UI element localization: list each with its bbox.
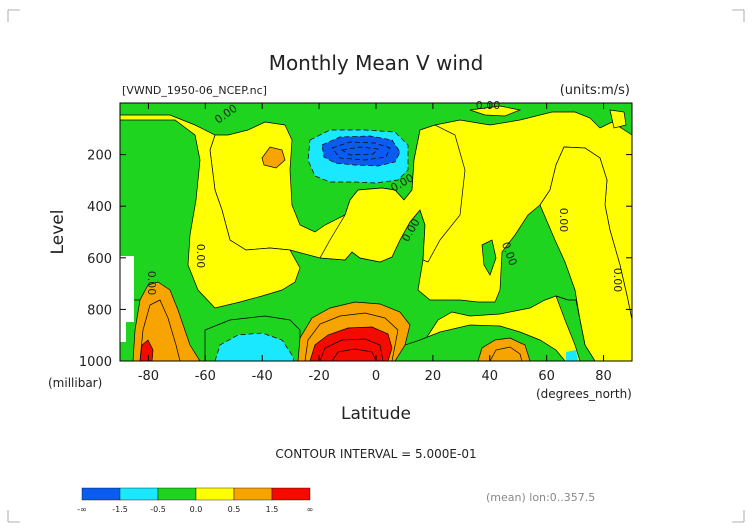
x-tick-label: 80 [595,369,612,384]
y-axis: 200 400 600 800 1000 [79,149,632,370]
contour-label: 0.00 [611,268,624,293]
colorbar-tick-label: ∞ [307,505,314,514]
colorbar-tick-label: 1.5 [266,505,279,514]
x-tick-label: 0 [372,369,380,384]
negative-inner-contours [331,141,391,161]
contour-label: 0.00 [476,99,501,112]
contour-label: 0.00 [145,271,158,296]
x-axis-unit: (degrees_north) [536,387,632,401]
colorbar-swatch [119,487,159,501]
x-tick-label: -80 [138,369,159,384]
colorbar: -∞ -1.5 -0.5 0.0 0.5 1.5 ∞ [77,487,314,514]
x-tick-label: 40 [482,369,499,384]
crop-marks [7,9,745,523]
negative-weak-east [555,295,596,361]
positive-weak-north [261,146,286,169]
colorbar-tick-label: -1.5 [112,505,128,514]
x-axis-label: Latitude [341,404,411,424]
y-tick-label: 200 [87,149,112,164]
contour-field [120,103,632,361]
zero-pocket-northeast [609,109,627,129]
positive-weak-east [477,337,531,361]
colorbar-swatch [233,487,273,501]
missing-data-mask-lower [118,322,126,342]
positive-inner-contours [139,299,523,361]
colorbar-swatch [195,487,235,501]
zero-pocket-north [469,105,522,117]
colorbar-tick-label: -0.5 [150,505,166,514]
contour-interval-note: CONTOUR INTERVAL = 5.000E-01 [275,447,476,461]
y-tick-label: 400 [87,200,112,215]
positive-core-contours [319,338,384,361]
y-axis-label: Level [48,210,68,255]
negative-strong-core [321,135,401,167]
colorbar-tick-label: 0.0 [190,505,203,514]
y-tick-label: 1000 [79,355,112,370]
y-tick-label: 600 [87,252,112,267]
contour-label: 0.00 [557,208,570,233]
contour-label: 0.00 [194,244,207,269]
units-label: (units:m/s) [560,83,630,98]
negative-medium-speck [566,350,578,361]
x-tick-label: 20 [425,369,442,384]
x-tick-label: -20 [308,369,329,384]
colorbar-swatch [157,487,197,501]
x-tick-label: 60 [538,369,555,384]
footer-note: (mean) lon:0..357.5 [486,491,595,504]
zero-plume-center [319,124,466,263]
negative-medium-south [214,332,295,361]
colorbar-tick-label: -∞ [77,505,87,514]
missing-data-mask [118,256,134,322]
x-tick-label: -40 [252,369,273,384]
y-tick-label: 800 [87,303,112,318]
zero-wedge-east [539,146,632,361]
colorbar-swatch [81,487,121,501]
dataset-label: [VWND_1950-06_NCEP.nc] [122,84,267,97]
positive-weak-southwest [132,281,201,361]
y-axis-unit: (millibar) [48,376,102,390]
colorbar-swatch [271,487,311,501]
x-axis: -80 -60 -40 -20 0 20 40 60 80 [138,103,612,384]
positive-strong-center [309,326,393,361]
chart-title: Monthly Mean V wind [269,51,484,75]
zero-pocket-west [120,114,301,309]
x-tick-label: -60 [195,369,216,384]
positive-strong-west [139,339,154,361]
colorbar-tick-label: 0.5 [228,505,241,514]
negative-weak-patch [481,239,497,276]
